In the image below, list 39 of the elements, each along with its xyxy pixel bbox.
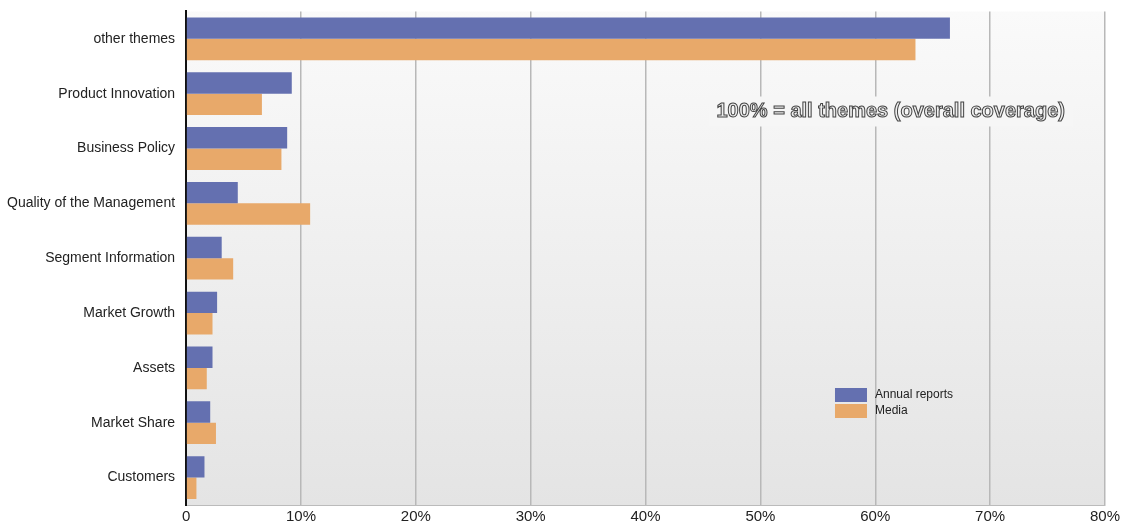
- legend-label: Media: [874, 403, 908, 418]
- bar: [186, 17, 950, 39]
- bar: [186, 148, 282, 170]
- bar: [186, 93, 262, 116]
- bar: [186, 72, 292, 94]
- y-tick-label: Segment Information: [45, 249, 176, 266]
- bar: [186, 181, 238, 204]
- legend-label: Annual reports: [874, 387, 954, 402]
- bar: [186, 38, 916, 61]
- bar: [186, 258, 234, 280]
- x-tick-label: 10%: [285, 507, 316, 525]
- bar: [186, 127, 288, 149]
- y-tick-label: Business Policy: [77, 139, 176, 156]
- bar: [186, 367, 207, 390]
- annotation: 100% = all themes (overall coverage): [716, 98, 1065, 121]
- y-tick-label: Market Share: [91, 413, 176, 430]
- y-tick-label: other themes: [93, 29, 176, 46]
- y-tick-label: Market Growth: [83, 303, 176, 320]
- bar: [186, 236, 222, 259]
- y-tick-label: Customers: [107, 468, 176, 485]
- x-tick-label: 70%: [975, 507, 1006, 525]
- bar: [186, 346, 213, 368]
- x-tick-label: 60%: [860, 507, 891, 525]
- bar: [186, 401, 211, 423]
- x-tick-label: 20%: [400, 507, 431, 525]
- y-tick-label: Quality of the Management: [6, 194, 176, 211]
- bar: [186, 477, 197, 499]
- bar: [186, 313, 213, 335]
- bar: [186, 456, 205, 478]
- bar: [186, 203, 311, 225]
- x-tick-label: 50%: [745, 507, 776, 525]
- y-tick-label: Product Innovation: [58, 84, 176, 101]
- y-tick-label: Assets: [133, 358, 176, 375]
- x-tick-label: 40%: [630, 507, 661, 525]
- bar: [186, 291, 218, 314]
- x-tick-label: 30%: [515, 507, 546, 525]
- x-tick-label: 80%: [1089, 507, 1120, 525]
- bar: [186, 422, 216, 445]
- x-tick-label: 0: [181, 507, 191, 525]
